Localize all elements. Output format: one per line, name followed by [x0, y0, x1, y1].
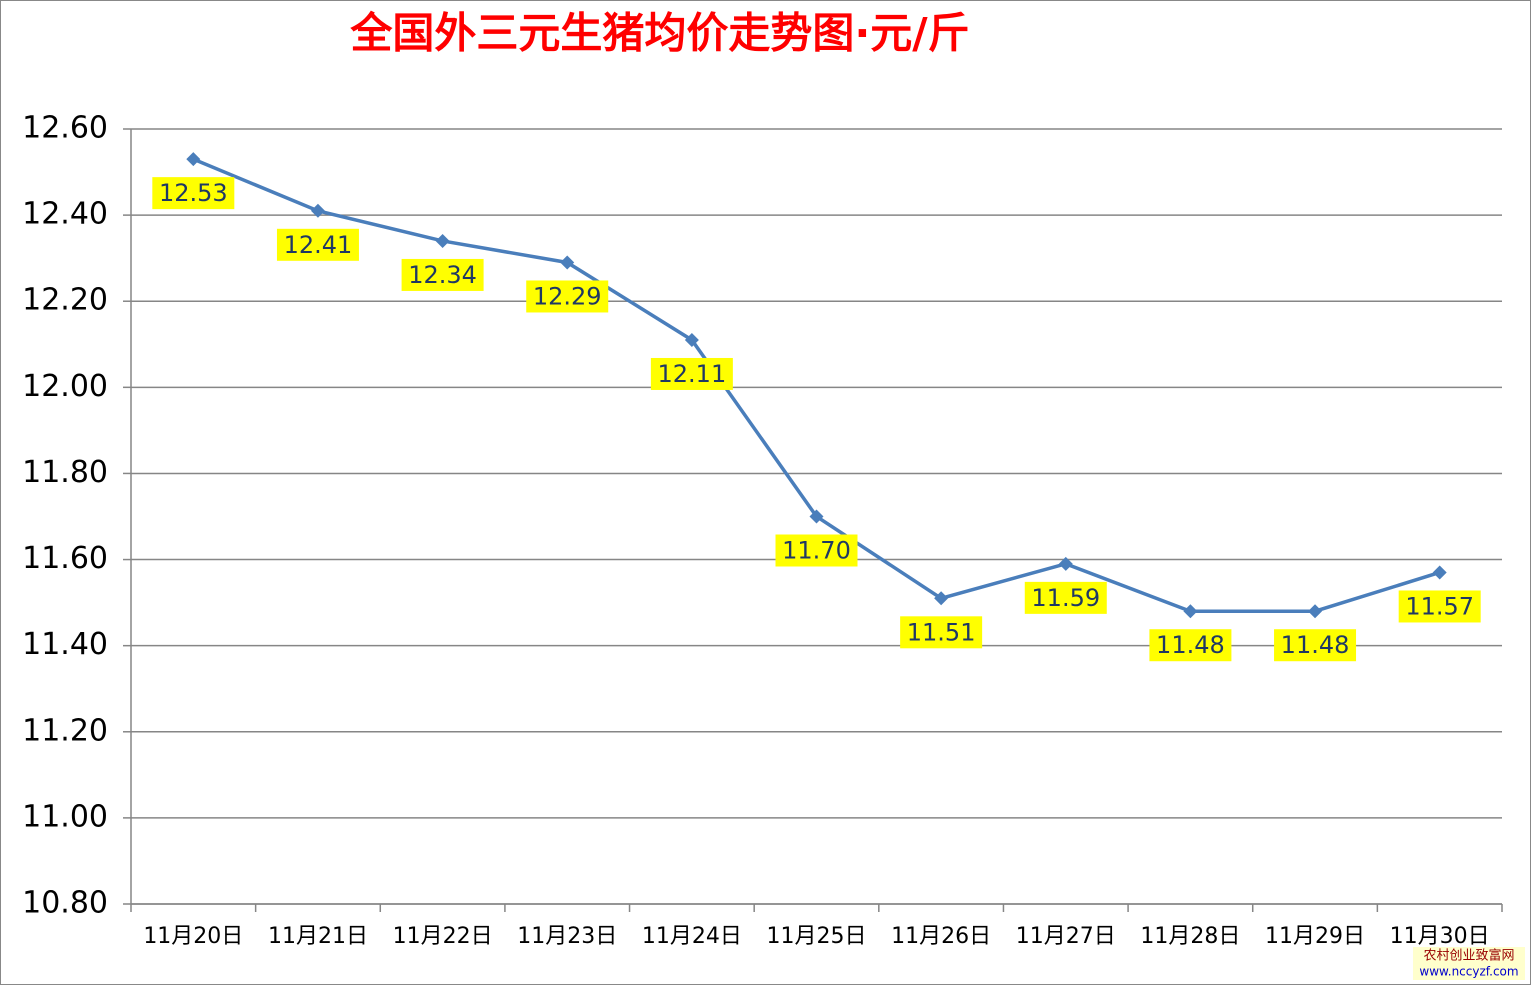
x-tick-label: 11月25日	[767, 924, 867, 949]
y-tick-label: 11.20	[22, 713, 108, 748]
data-label-bg	[152, 177, 235, 210]
x-tick-label: 11月29日	[1265, 924, 1365, 949]
x-tick-label: 11月23日	[517, 924, 617, 949]
x-tick-label: 11月30日	[1390, 924, 1490, 949]
data-label-bg	[650, 357, 733, 390]
data-label-bg	[526, 280, 609, 313]
y-tick-label: 11.80	[22, 455, 108, 490]
data-label: 11.48	[1281, 631, 1350, 659]
marker	[934, 591, 949, 606]
data-label: 11.57	[1405, 592, 1474, 620]
data-label: 12.53	[159, 179, 228, 207]
data-label: 12.41	[284, 231, 353, 259]
marker	[310, 203, 325, 218]
x-tick-label: 11月27日	[1016, 924, 1116, 949]
data-label: 12.29	[533, 282, 602, 310]
data-label-bg	[401, 258, 484, 291]
y-tick-label: 11.00	[22, 799, 108, 834]
watermark-bg	[1413, 947, 1525, 980]
y-tick-label: 12.60	[22, 111, 108, 146]
data-label: 11.59	[1031, 584, 1100, 612]
marker	[684, 332, 699, 347]
data-label: 12.34	[408, 261, 477, 289]
x-tick-label: 11月22日	[393, 924, 493, 949]
data-label-bg	[775, 534, 858, 567]
watermark: www.nccyzf.com	[1419, 965, 1518, 979]
watermark: 农村创业致富网	[1423, 948, 1514, 964]
data-label-bg	[900, 616, 983, 649]
y-tick-label: 12.40	[22, 197, 108, 232]
data-label: 12.11	[658, 360, 727, 388]
y-tick-label: 11.60	[22, 541, 108, 576]
x-tick-label: 11月21日	[268, 924, 368, 949]
data-label-bg	[1024, 581, 1107, 614]
y-tick-label: 10.80	[22, 886, 108, 921]
marker	[809, 509, 824, 524]
y-tick-label: 12.00	[22, 369, 108, 404]
x-tick-label: 11月26日	[891, 924, 991, 949]
data-label: 11.48	[1156, 631, 1225, 659]
chart-title: 全国外三元生猪均价走势图·元/斤	[349, 9, 969, 58]
y-tick-label: 11.40	[22, 627, 108, 662]
data-label: 11.51	[907, 618, 976, 646]
marker	[1432, 565, 1447, 580]
marker	[1183, 604, 1198, 619]
marker	[1058, 556, 1073, 571]
marker	[1308, 604, 1323, 619]
data-label-bg	[1398, 590, 1481, 623]
x-tick-label: 11月20日	[143, 924, 243, 949]
y-tick-label: 12.20	[22, 283, 108, 318]
marker	[435, 233, 450, 248]
data-label-bg	[1149, 629, 1232, 662]
data-label-bg	[276, 228, 359, 261]
x-tick-label: 11月24日	[642, 924, 742, 949]
data-label: 11.70	[782, 537, 851, 565]
x-tick-label: 11月28日	[1140, 924, 1240, 949]
data-label-bg	[1274, 629, 1357, 662]
marker	[560, 255, 575, 270]
marker	[186, 152, 201, 167]
